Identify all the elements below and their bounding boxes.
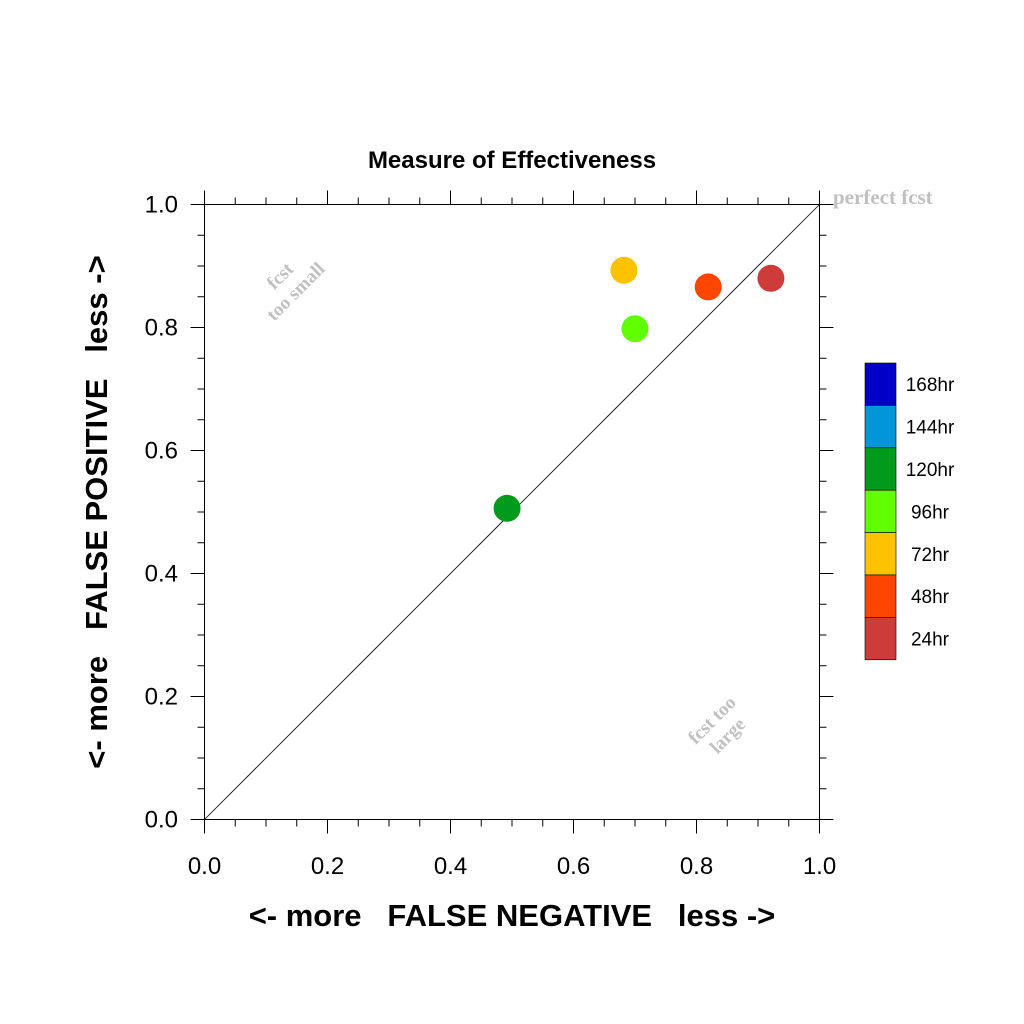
data-point-48hr (694, 273, 722, 301)
x-tick-label: 0.8 (680, 853, 713, 880)
legend-swatch-120hr (864, 447, 897, 491)
data-point-96hr (621, 315, 649, 343)
data-point-120hr (493, 494, 521, 522)
y-tick-label: 0.8 (145, 315, 178, 342)
data-point-72hr (610, 256, 638, 284)
axis-ticks (190, 190, 834, 834)
legend-label-120hr: 120hr (906, 460, 955, 481)
legend-label-144hr: 144hr (906, 418, 955, 439)
y-axis-label: <- more FALSE POSITIVE less -> (79, 255, 114, 768)
y-tick-label: 1.0 (145, 192, 178, 219)
legend-swatch-168hr (864, 362, 897, 406)
legend-label-168hr: 168hr (906, 375, 955, 396)
legend-label-48hr: 48hr (911, 587, 950, 608)
x-axis-label: <- more FALSE NEGATIVE less -> (249, 898, 776, 933)
y-tick-labels: 0.0 0.2 0.4 0.6 0.8 1.0 (145, 192, 178, 834)
legend: 168hr 144hr 120hr 96hr 72hr 48hr 24hr (864, 362, 955, 661)
data-points (493, 256, 785, 522)
x-tick-label: 0.6 (557, 853, 590, 880)
legend-label-96hr: 96hr (911, 502, 950, 523)
x-tick-label: 0.4 (434, 853, 467, 880)
y-tick-label: 0.0 (145, 807, 178, 834)
legend-swatch-48hr (864, 574, 897, 618)
legend-swatch-72hr (864, 532, 897, 576)
legend-swatch-24hr (864, 617, 897, 661)
x-tick-label: 0.2 (311, 853, 344, 880)
too-small-annotation: fcst too small (263, 258, 330, 325)
x-tick-label: 0.0 (188, 853, 221, 880)
legend-swatch-144hr (864, 405, 897, 449)
data-point-24hr (757, 264, 785, 292)
x-tick-label: 1.0 (803, 853, 836, 880)
chart-title: Measure of Effectiveness (368, 147, 656, 174)
y-tick-label: 0.4 (145, 561, 178, 588)
too-large-annotation: fcst too large (684, 692, 750, 758)
legend-label-24hr: 24hr (911, 630, 950, 651)
x-tick-labels: 0.0 0.2 0.4 0.6 0.8 1.0 (188, 853, 836, 880)
perfect-forecast-annotation: perfect fcst (833, 185, 933, 209)
legend-label-72hr: 72hr (911, 545, 950, 566)
y-tick-label: 0.2 (145, 684, 178, 711)
legend-swatch-96hr (864, 489, 897, 533)
y-tick-label: 0.6 (145, 438, 178, 465)
